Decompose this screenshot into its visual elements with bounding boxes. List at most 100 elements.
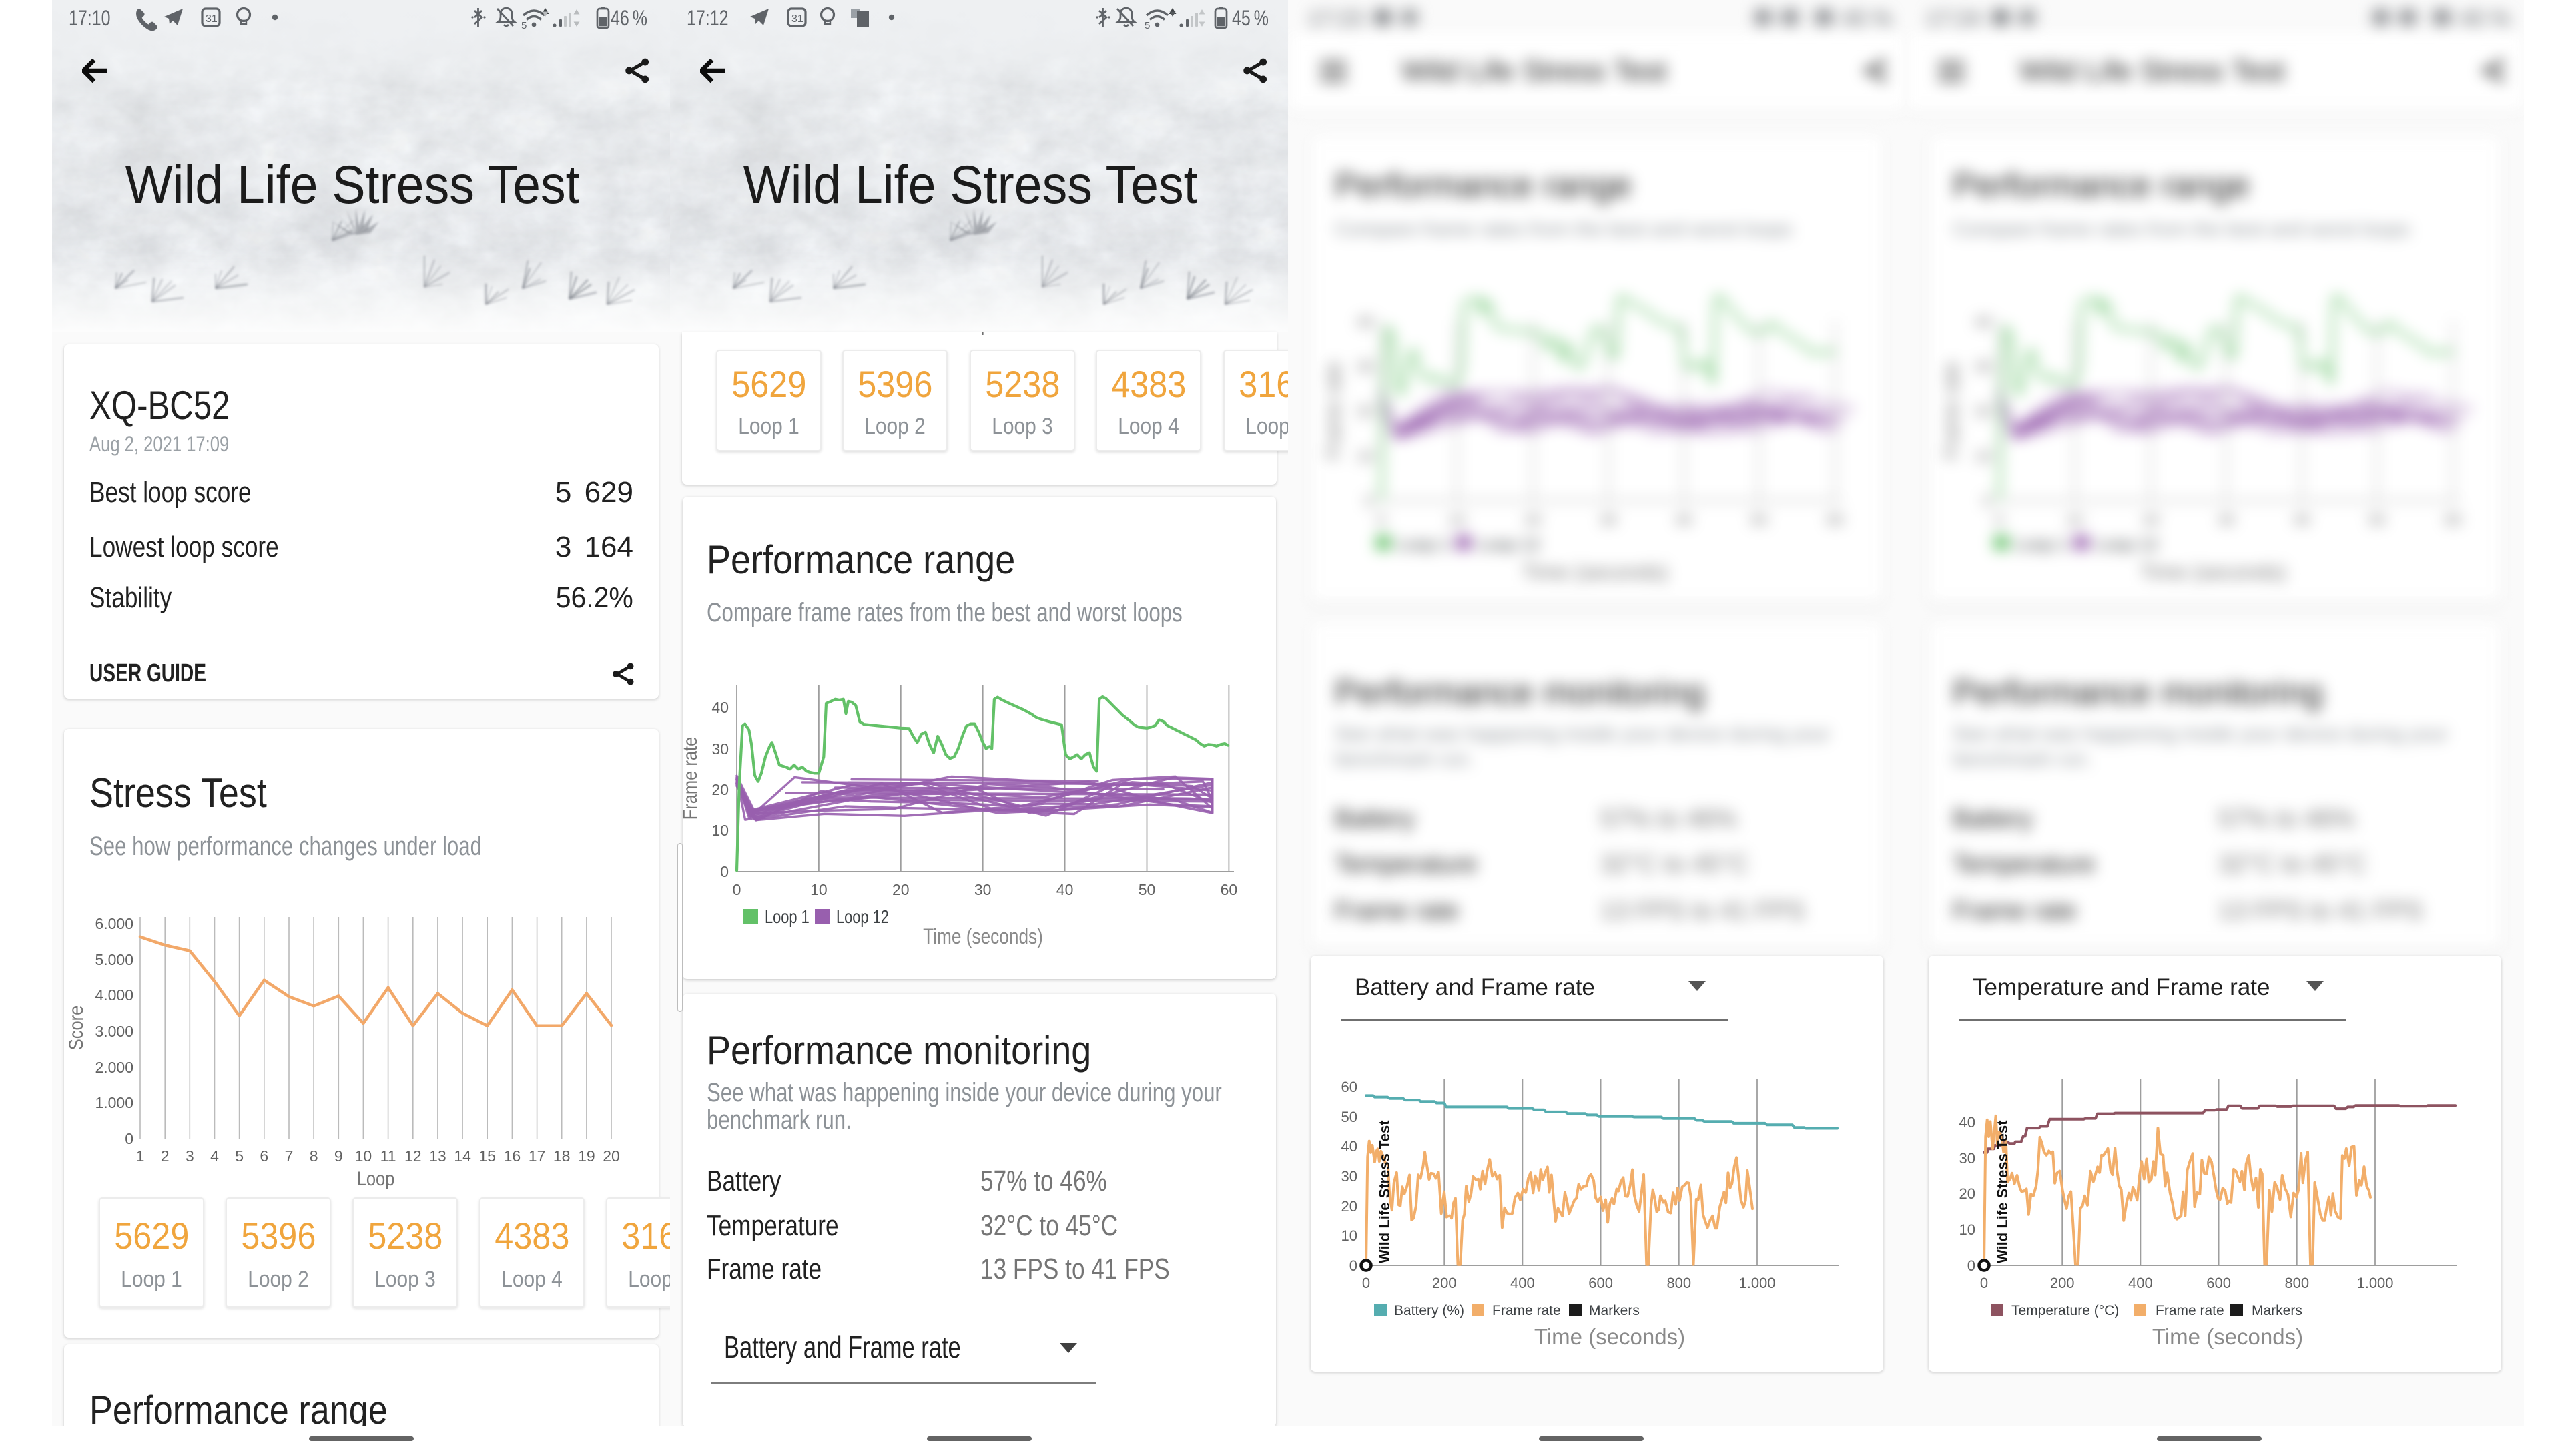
svg-text:30: 30 <box>974 881 992 898</box>
svg-text:10: 10 <box>810 881 828 898</box>
svg-text:0: 0 <box>1983 493 1991 509</box>
svg-text:60: 60 <box>1221 881 1238 898</box>
svg-text:0: 0 <box>1365 493 1373 509</box>
svg-text:0: 0 <box>720 863 729 880</box>
svg-text:800: 800 <box>2284 1275 2309 1291</box>
svg-text:2: 2 <box>161 1147 170 1165</box>
svg-text:200: 200 <box>1432 1275 1457 1291</box>
svg-text:20: 20 <box>603 1147 620 1165</box>
svg-text:3: 3 <box>186 1147 194 1165</box>
svg-text:40: 40 <box>1056 881 1074 898</box>
svg-text:30: 30 <box>1600 511 1616 528</box>
svg-text:Frame rate: Frame rate <box>1492 1303 1561 1318</box>
svg-text:20: 20 <box>1525 511 1541 528</box>
svg-text:20: 20 <box>1341 1198 1357 1215</box>
svg-text:40: 40 <box>1975 314 1991 330</box>
svg-text:30: 30 <box>1341 1168 1357 1185</box>
svg-text:30: 30 <box>1975 358 1991 375</box>
svg-text:0: 0 <box>733 881 741 898</box>
svg-text:11: 11 <box>380 1147 396 1165</box>
svg-text:Loop 12: Loop 12 <box>1478 534 1540 554</box>
svg-text:40: 40 <box>1357 314 1373 330</box>
svg-text:Loop 1: Loop 1 <box>1397 534 1451 554</box>
svg-text:30: 30 <box>1959 1150 1975 1167</box>
svg-text:60: 60 <box>2445 511 2461 528</box>
svg-text:2.000: 2.000 <box>95 1059 133 1076</box>
svg-text:0: 0 <box>1377 511 1385 528</box>
svg-text:Loop 12: Loop 12 <box>836 906 889 927</box>
svg-text:10: 10 <box>711 822 729 839</box>
svg-text:600: 600 <box>1588 1275 1613 1291</box>
svg-text:10: 10 <box>1341 1227 1357 1244</box>
svg-text:45 %: 45 % <box>1842 6 1892 31</box>
svg-text:60: 60 <box>1827 511 1843 528</box>
svg-text:40: 40 <box>711 699 729 716</box>
svg-text:45 %: 45 % <box>2460 6 2510 31</box>
svg-text:Loop 1: Loop 1 <box>765 906 810 927</box>
svg-text:Loop 1: Loop 1 <box>2015 534 2069 554</box>
svg-text:8: 8 <box>310 1147 318 1165</box>
svg-text:5: 5 <box>521 20 527 31</box>
svg-text:5: 5 <box>235 1147 244 1165</box>
svg-text:Score: Score <box>65 1006 87 1051</box>
svg-text:10: 10 <box>1959 1221 1975 1238</box>
svg-text:60: 60 <box>1341 1079 1357 1095</box>
svg-text:50: 50 <box>2369 511 2385 528</box>
svg-text:20: 20 <box>1975 403 1991 420</box>
svg-text:Frame rate: Frame rate <box>679 737 701 820</box>
svg-text:40: 40 <box>1676 511 1692 528</box>
svg-text:20: 20 <box>711 781 729 798</box>
svg-text:Time (seconds): Time (seconds) <box>1534 1324 1685 1349</box>
svg-text:3.000: 3.000 <box>95 1023 133 1040</box>
svg-text:9: 9 <box>334 1147 343 1165</box>
svg-text:7: 7 <box>285 1147 294 1165</box>
svg-text:Markers: Markers <box>2252 1303 2302 1318</box>
svg-text:Loop: Loop <box>357 1167 395 1189</box>
svg-text:18: 18 <box>553 1147 571 1165</box>
svg-text:50: 50 <box>1751 511 1767 528</box>
svg-text:1.000: 1.000 <box>1738 1275 1775 1291</box>
svg-text:200: 200 <box>2050 1275 2075 1291</box>
svg-text:0: 0 <box>1349 1257 1357 1274</box>
svg-text:Time (seconds): Time (seconds) <box>923 926 1043 949</box>
svg-text:Frame rate: Frame rate <box>2156 1303 2224 1318</box>
svg-text:Wild Life Stress Test: Wild Life Stress Test <box>1376 1120 1393 1263</box>
svg-text:Temperature (°C): Temperature (°C) <box>2011 1303 2119 1318</box>
svg-text:5: 5 <box>1145 20 1150 31</box>
svg-text:0: 0 <box>1980 1275 1988 1291</box>
svg-text:1.000: 1.000 <box>2356 1275 2393 1291</box>
svg-text:600: 600 <box>2206 1275 2231 1291</box>
svg-text:14: 14 <box>454 1147 471 1165</box>
svg-text:800: 800 <box>1666 1275 1691 1291</box>
svg-text:20: 20 <box>1959 1185 1975 1202</box>
svg-text:0: 0 <box>125 1130 133 1147</box>
svg-text:10: 10 <box>2067 511 2083 528</box>
svg-text:1: 1 <box>136 1147 145 1165</box>
svg-text:30: 30 <box>1357 358 1373 375</box>
svg-text:400: 400 <box>2128 1275 2153 1291</box>
svg-text:31: 31 <box>206 13 218 25</box>
svg-text:0: 0 <box>1362 1275 1370 1291</box>
svg-text:Time (seconds): Time (seconds) <box>2140 560 2286 584</box>
svg-text:12: 12 <box>404 1147 422 1165</box>
svg-text:40: 40 <box>1341 1138 1357 1155</box>
svg-text:10: 10 <box>1449 511 1465 528</box>
svg-text:30: 30 <box>2218 511 2234 528</box>
svg-text:40: 40 <box>1959 1114 1975 1131</box>
svg-text:Loop 12: Loop 12 <box>2096 534 2158 554</box>
svg-text:13: 13 <box>429 1147 446 1165</box>
svg-text:Markers: Markers <box>1589 1303 1640 1318</box>
svg-text:31: 31 <box>791 13 803 25</box>
svg-text:Frame rate: Frame rate <box>1323 362 1345 460</box>
svg-text:50: 50 <box>1341 1109 1357 1125</box>
svg-text:17:24: 17:24 <box>1926 6 1981 31</box>
svg-text:Frame rate: Frame rate <box>1941 362 1963 460</box>
svg-text:30: 30 <box>711 740 729 758</box>
svg-text:17: 17 <box>529 1147 546 1165</box>
svg-text:20: 20 <box>892 881 910 898</box>
svg-text:Time (seconds): Time (seconds) <box>1522 560 1668 584</box>
svg-text:Time (seconds): Time (seconds) <box>2152 1324 2303 1349</box>
svg-text:400: 400 <box>1510 1275 1535 1291</box>
svg-text:10: 10 <box>1357 448 1373 465</box>
svg-text:Wild Life Stress Test: Wild Life Stress Test <box>1994 1120 2011 1263</box>
